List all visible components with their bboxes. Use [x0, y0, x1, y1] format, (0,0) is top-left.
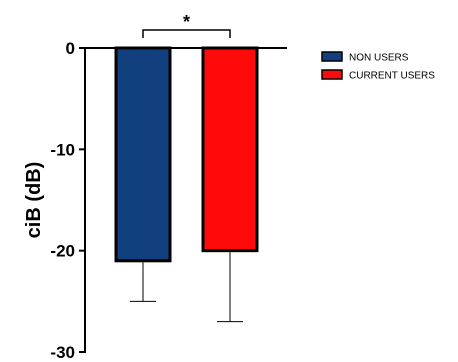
- bars-group: [114, 46, 259, 263]
- y-tick-label: -30: [50, 343, 75, 362]
- y-tick-label: 0: [66, 39, 75, 58]
- legend: NON USERS CURRENT USERS: [321, 51, 435, 82]
- legend-label: CURRENT USERS: [349, 71, 435, 82]
- legend-label: NON USERS: [349, 53, 409, 64]
- bar-current-users: [201, 46, 259, 253]
- y-tick-label: -10: [50, 140, 75, 159]
- bar-non-users: [114, 46, 172, 263]
- significance-marker: *: [183, 12, 190, 32]
- legend-swatch: [321, 51, 343, 62]
- legend-swatch: [321, 69, 343, 80]
- y-tick-label: -20: [50, 242, 75, 261]
- y-axis: 0 -10 -20 -30: [50, 39, 86, 362]
- significance-group: *: [142, 12, 231, 38]
- y-axis-label: ciB (dB): [23, 162, 45, 239]
- significance-bracket: [142, 29, 231, 38]
- error-bars-group: [130, 252, 243, 323]
